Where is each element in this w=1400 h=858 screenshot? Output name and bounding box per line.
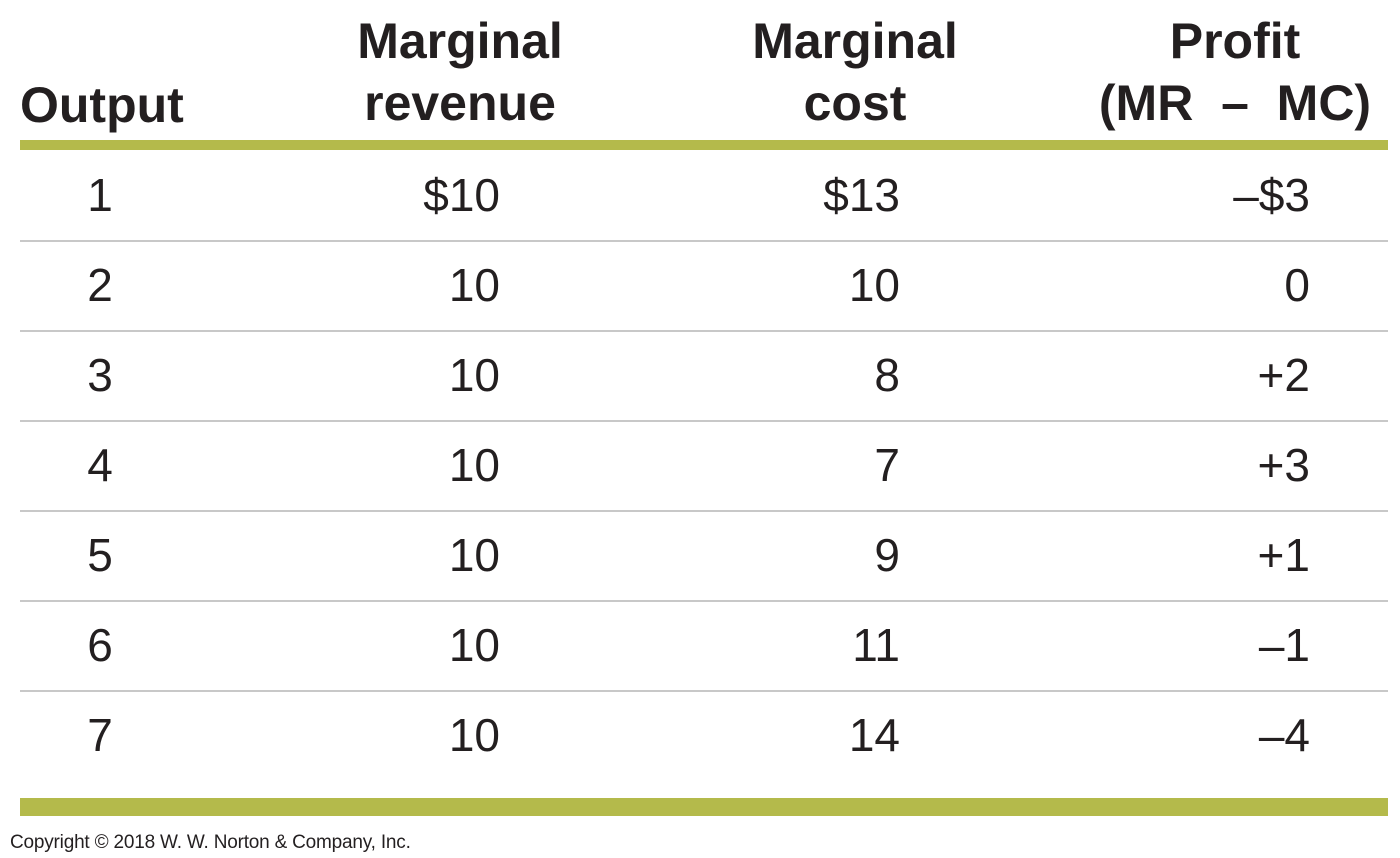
table-row: 3 10 8 +2 <box>20 330 1388 422</box>
profit-cell: +2 <box>1257 349 1310 401</box>
header-marginal-revenue: Marginal revenue <box>300 10 620 134</box>
header-mc-line1: Marginal <box>752 13 958 69</box>
marginal-revenue-cell: $10 <box>423 169 500 221</box>
profit-cell: –$3 <box>1233 169 1310 221</box>
marginal-revenue-cell: 10 <box>448 259 500 311</box>
header-rule <box>20 140 1388 150</box>
output-cell: 4 <box>87 439 113 491</box>
output-cell: 7 <box>87 709 113 761</box>
marginal-cost-cell: 8 <box>874 349 900 401</box>
table-row: 5 10 9 +1 <box>20 510 1388 602</box>
header-output-label: Output <box>20 77 184 133</box>
header-profit: Profit (MR – MC) <box>1080 10 1390 134</box>
footer-rule <box>20 798 1388 816</box>
marginal-cost-cell: 14 <box>848 709 900 761</box>
output-cell: 2 <box>87 259 113 311</box>
header-mr-line1: Marginal <box>357 13 563 69</box>
marginal-cost-cell: 11 <box>852 619 900 671</box>
marginal-cost-cell: 9 <box>874 529 900 581</box>
output-cell: 6 <box>87 619 113 671</box>
header-marginal-cost: Marginal cost <box>700 10 1010 134</box>
table-row: 6 10 11 –1 <box>20 600 1388 692</box>
header-mr-line2: revenue <box>364 75 556 131</box>
marginal-revenue-cell: 10 <box>448 439 500 491</box>
output-cell: 5 <box>87 529 113 581</box>
header-profit-line2: (MR – MC) <box>1098 75 1372 131</box>
table-row: 1 $10 $13 –$3 <box>20 150 1388 242</box>
marginal-revenue-cell: 10 <box>448 349 500 401</box>
header-output: Output <box>20 74 184 136</box>
marginal-revenue-cell: 10 <box>448 709 500 761</box>
profit-cell: 0 <box>1284 259 1310 311</box>
marginal-revenue-cell: 10 <box>448 619 500 671</box>
header-mc-line2: cost <box>803 75 907 131</box>
copyright-notice: Copyright © 2018 W. W. Norton & Company,… <box>10 832 411 853</box>
output-cell: 3 <box>87 349 113 401</box>
marginal-cost-cell: 7 <box>874 439 900 491</box>
header-profit-line1: Profit <box>1169 13 1301 69</box>
marginal-cost-cell: 10 <box>848 259 900 311</box>
table-row: 4 10 7 +3 <box>20 420 1388 512</box>
profit-cell: –1 <box>1258 619 1310 671</box>
table-row: 7 10 14 –4 <box>20 690 1388 780</box>
output-cell: 1 <box>87 169 113 221</box>
profit-cell: +1 <box>1257 529 1310 581</box>
table-row: 2 10 10 0 <box>20 240 1388 332</box>
marginal-revenue-cell: 10 <box>448 529 500 581</box>
marginal-cost-cell: $13 <box>823 169 900 221</box>
profit-cell: +3 <box>1257 439 1310 491</box>
profit-cell: –4 <box>1258 709 1310 761</box>
